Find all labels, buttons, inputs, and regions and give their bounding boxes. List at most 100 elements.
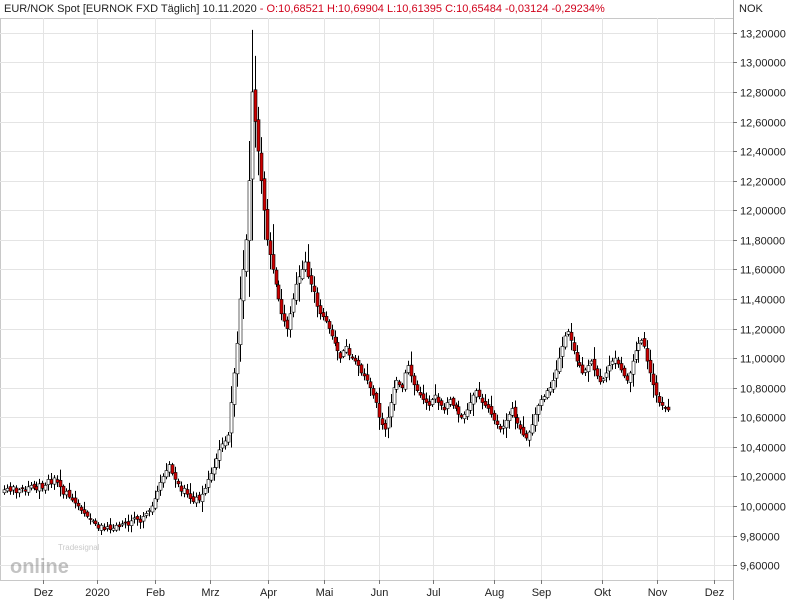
candle	[173, 466, 178, 488]
candle-body	[23, 489, 28, 492]
candle	[586, 359, 591, 382]
candle	[563, 332, 568, 350]
candle	[533, 407, 538, 432]
candle-body	[468, 402, 473, 411]
candle-body	[309, 275, 314, 285]
candle-body	[439, 400, 444, 406]
y-tick-label: 11,20000	[740, 325, 785, 337]
candle-body	[421, 393, 426, 400]
candle	[477, 382, 482, 400]
candle	[403, 369, 408, 392]
y-tick-label: 9,80000	[740, 532, 780, 544]
candle	[660, 396, 665, 411]
candle-body	[114, 524, 119, 531]
candle	[539, 395, 544, 411]
candle	[374, 391, 379, 408]
candle-body	[521, 426, 526, 436]
candle	[318, 299, 323, 320]
candle-body	[601, 378, 606, 382]
candle	[309, 268, 314, 293]
candle-body	[259, 152, 264, 181]
candle-body	[628, 372, 633, 383]
candle-body	[194, 496, 199, 504]
candle	[445, 397, 450, 415]
candle-body	[613, 357, 618, 364]
candle	[212, 458, 217, 481]
candle	[73, 490, 78, 509]
candle	[226, 431, 231, 446]
candle-body	[291, 298, 296, 313]
candle-body	[365, 374, 370, 381]
candle	[489, 395, 494, 418]
candle-body	[368, 381, 373, 389]
candle-body	[214, 458, 219, 468]
candle-body	[111, 527, 116, 531]
candle-body	[548, 387, 553, 393]
candle-body	[164, 470, 169, 478]
candle-body	[589, 360, 594, 365]
candle-body	[147, 510, 152, 512]
candle-body	[126, 521, 131, 526]
candle	[551, 372, 556, 394]
candle	[636, 336, 641, 363]
candle	[238, 276, 243, 362]
candle-body	[324, 316, 329, 322]
candle-body	[448, 399, 453, 405]
candle-body	[471, 394, 476, 405]
candle	[282, 304, 287, 327]
candle	[607, 355, 612, 381]
candle	[161, 473, 166, 488]
candle-body	[566, 331, 571, 335]
x-tick-label: 2020	[85, 587, 109, 599]
x-tick-label: Sep	[532, 587, 552, 599]
candle	[397, 379, 402, 388]
candle-body	[40, 482, 45, 489]
candle-body	[321, 312, 326, 318]
candle	[371, 385, 376, 399]
candle-body	[232, 372, 237, 405]
candle-body	[359, 364, 364, 374]
candle-body	[306, 261, 311, 278]
y-tick-label: 10,00000	[740, 502, 786, 514]
ohlc-readout: - O:10,68521 H:10,69904 L:10,61395 C:10,…	[259, 3, 605, 15]
candle-body	[545, 390, 550, 398]
candle	[409, 351, 414, 383]
candle	[542, 394, 547, 403]
candle-body	[489, 406, 494, 415]
candle-body	[173, 472, 178, 480]
candle	[415, 380, 420, 393]
candle	[527, 430, 532, 447]
candle-body	[223, 440, 228, 447]
axes: 13,20000 13,00000 12,80000 12,60000 12,40000…	[34, 0, 786, 600]
candle-body	[607, 365, 612, 372]
candle	[468, 392, 473, 414]
candle	[604, 366, 609, 383]
x-tick-label: Mrz	[201, 587, 219, 599]
candle-body	[271, 254, 276, 270]
y-tick-label: 11,60000	[740, 265, 785, 277]
candle-body	[436, 396, 441, 403]
candle-body	[631, 360, 636, 375]
candle-body	[424, 398, 429, 403]
candle	[20, 484, 25, 493]
candle	[424, 392, 429, 410]
candle-body	[244, 239, 249, 272]
y-tick-label: 10,60000	[740, 413, 786, 425]
candle-body	[504, 419, 509, 429]
candle-body	[144, 513, 149, 516]
candle-body	[433, 394, 438, 400]
candle-body	[315, 292, 320, 307]
y-tick-label: 9,60000	[740, 561, 780, 573]
candle-body	[155, 490, 160, 500]
logo-bottom-text: online	[10, 556, 69, 578]
candle	[545, 387, 550, 400]
candle	[232, 367, 237, 417]
candle-body	[85, 511, 90, 517]
candle	[135, 514, 140, 526]
candle-body	[513, 406, 518, 418]
candle	[368, 377, 373, 397]
candle-body	[274, 269, 279, 285]
candle	[253, 55, 258, 148]
y-tick-label: 12,20000	[740, 177, 786, 189]
